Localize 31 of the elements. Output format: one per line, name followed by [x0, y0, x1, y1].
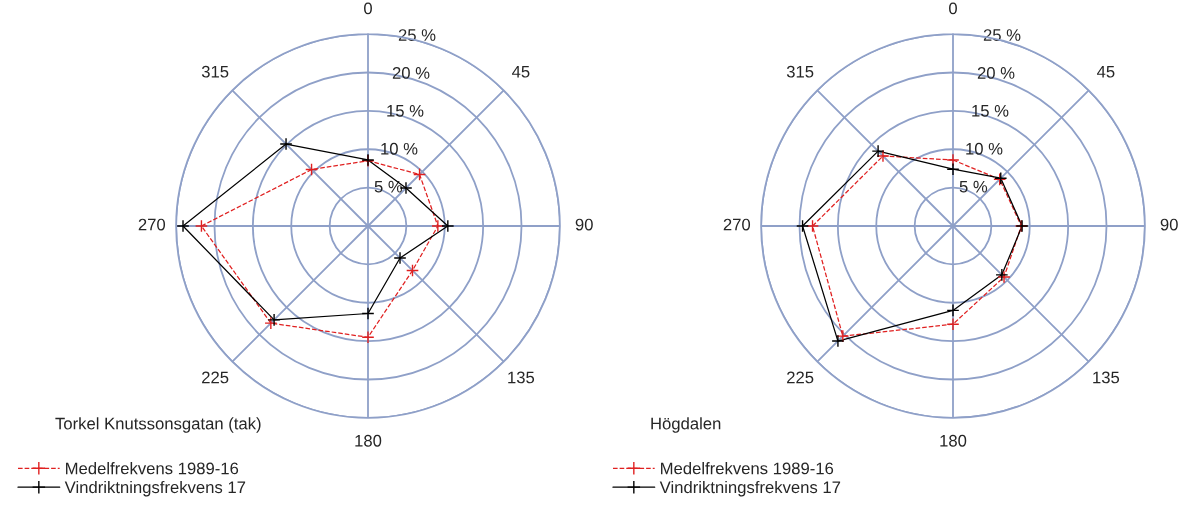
spoke-label: 225 — [202, 371, 229, 384]
spoke-label: 135 — [1093, 371, 1120, 384]
spoke-label: 315 — [201, 65, 229, 78]
legend-label: Medelfrekvens 1989-16 — [66, 462, 239, 475]
spoke-label: 0 — [364, 2, 372, 15]
spoke-label: 90 — [575, 218, 593, 231]
y-tick-label: 15 % — [387, 105, 424, 117]
spoke-label: 270 — [138, 218, 166, 231]
spoke-label: 0 — [949, 2, 957, 15]
spoke-label: 315 — [786, 65, 814, 78]
legend-label: Vindriktningsfrekvens 17 — [64, 480, 246, 497]
y-tick-label: 15 % — [972, 105, 1009, 117]
y-tick-label: 10 % — [381, 142, 418, 155]
text: Högdalen — [651, 417, 721, 433]
legend-label: Medelfrekvens 1989-16 — [661, 462, 834, 475]
legend-label: Vindriktningsfrekvens 17 — [659, 480, 841, 497]
spoke-label: 180 — [940, 434, 967, 447]
spoke-label: 270 — [723, 218, 751, 231]
text: Torkel Knutssonsgatan (tak) — [55, 417, 261, 433]
spoke-label: 45 — [1096, 65, 1115, 78]
y-tick-label: 10 % — [966, 142, 1003, 155]
spoke-label: 90 — [1160, 218, 1178, 231]
y-tick-label: 25 % — [983, 29, 1021, 41]
y-tick-label: 5 % — [374, 180, 403, 193]
spoke-label: 225 — [787, 371, 814, 384]
y-tick-label: 5 % — [959, 180, 988, 193]
y-tick-label: 20 % — [977, 67, 1015, 79]
spoke-label: 135 — [508, 371, 535, 384]
y-tick-label: 20 % — [392, 67, 430, 79]
spoke-label: 45 — [511, 65, 530, 78]
spoke-label: 180 — [355, 434, 382, 447]
